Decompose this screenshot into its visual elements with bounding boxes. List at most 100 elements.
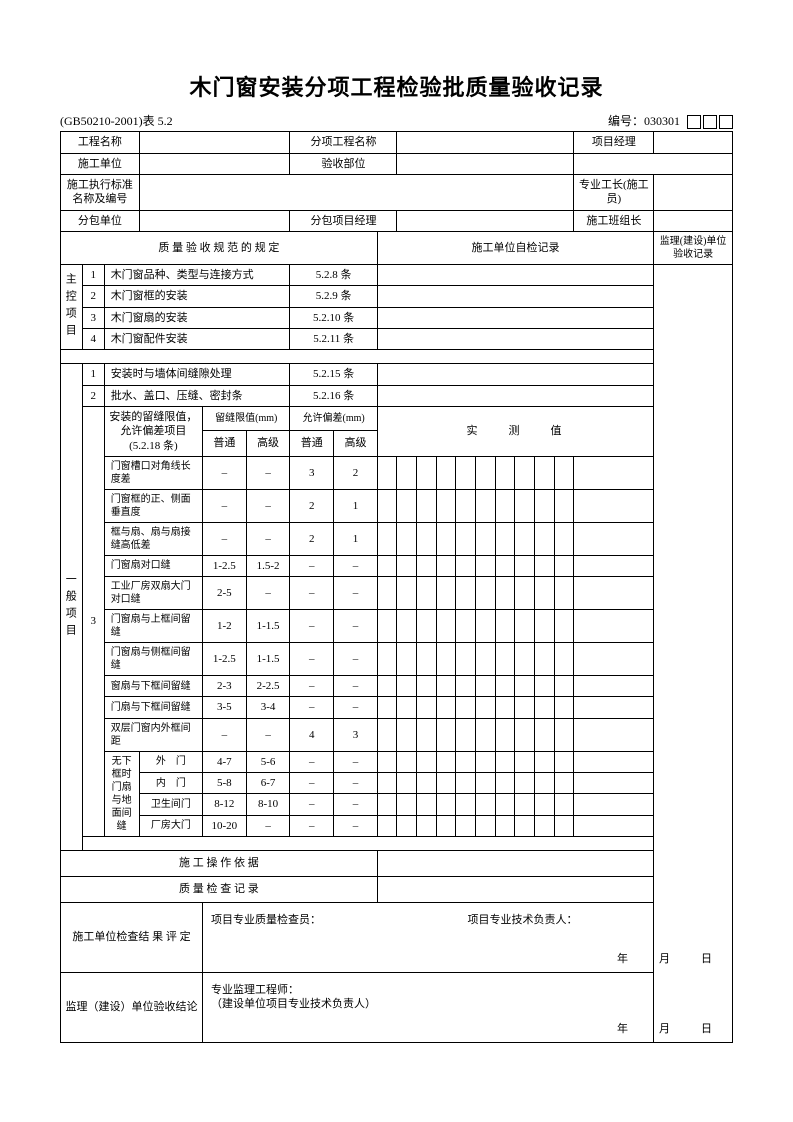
field-accept-part[interactable] — [397, 153, 574, 174]
m[interactable] — [397, 676, 417, 697]
m[interactable] — [377, 773, 397, 794]
m[interactable] — [476, 718, 496, 751]
m[interactable] — [456, 773, 476, 794]
m[interactable] — [515, 697, 535, 718]
m[interactable] — [397, 522, 417, 555]
m[interactable] — [417, 456, 437, 489]
field-pm[interactable] — [654, 132, 733, 153]
m[interactable] — [456, 751, 476, 772]
m[interactable] — [554, 456, 574, 489]
m[interactable] — [476, 610, 496, 643]
m[interactable] — [436, 815, 456, 836]
m[interactable] — [476, 577, 496, 610]
m[interactable] — [397, 697, 417, 718]
m[interactable] — [535, 718, 555, 751]
m[interactable] — [377, 555, 397, 576]
m[interactable] — [397, 555, 417, 576]
field-project-name[interactable] — [139, 132, 290, 153]
m[interactable] — [456, 676, 476, 697]
m[interactable] — [417, 643, 437, 676]
m[interactable] — [535, 489, 555, 522]
m[interactable] — [495, 697, 515, 718]
m[interactable] — [495, 489, 515, 522]
m[interactable] — [456, 577, 476, 610]
m[interactable] — [417, 794, 437, 815]
m[interactable] — [436, 610, 456, 643]
m[interactable] — [417, 773, 437, 794]
m[interactable] — [436, 489, 456, 522]
m[interactable] — [495, 522, 515, 555]
m[interactable] — [397, 718, 417, 751]
m[interactable] — [476, 456, 496, 489]
m[interactable] — [515, 643, 535, 676]
m[interactable] — [377, 794, 397, 815]
m[interactable] — [515, 676, 535, 697]
m[interactable] — [495, 610, 515, 643]
m[interactable] — [495, 577, 515, 610]
m[interactable] — [574, 610, 654, 643]
m[interactable] — [495, 773, 515, 794]
record-field[interactable] — [377, 876, 653, 902]
m[interactable] — [476, 489, 496, 522]
m[interactable] — [417, 610, 437, 643]
m[interactable] — [377, 751, 397, 772]
m[interactable] — [476, 643, 496, 676]
m[interactable] — [436, 697, 456, 718]
m[interactable] — [495, 555, 515, 576]
m[interactable] — [476, 676, 496, 697]
m[interactable] — [476, 555, 496, 576]
m[interactable] — [397, 643, 417, 676]
m[interactable] — [554, 751, 574, 772]
m[interactable] — [476, 522, 496, 555]
m[interactable] — [495, 794, 515, 815]
m[interactable] — [535, 522, 555, 555]
m[interactable] — [377, 577, 397, 610]
m[interactable] — [535, 555, 555, 576]
m[interactable] — [574, 676, 654, 697]
m[interactable] — [417, 555, 437, 576]
m[interactable] — [535, 676, 555, 697]
m[interactable] — [456, 697, 476, 718]
m[interactable] — [535, 773, 555, 794]
m[interactable] — [417, 577, 437, 610]
m[interactable] — [436, 555, 456, 576]
m[interactable] — [397, 610, 417, 643]
field-sub-project[interactable] — [397, 132, 574, 153]
sig-unit-check-field[interactable]: 项目专业质量检查员： 项目专业技术负责人： 年 月 日 — [203, 902, 733, 972]
mc-check3[interactable] — [377, 307, 653, 328]
m[interactable] — [574, 522, 654, 555]
m[interactable] — [377, 676, 397, 697]
field-sub-pm[interactable] — [397, 210, 574, 231]
m[interactable] — [436, 643, 456, 676]
field-foreman[interactable] — [654, 174, 733, 210]
g-check1[interactable] — [377, 364, 653, 385]
m[interactable] — [554, 555, 574, 576]
m[interactable] — [456, 489, 476, 522]
m[interactable] — [554, 676, 574, 697]
mc-check4[interactable] — [377, 329, 653, 350]
m[interactable] — [574, 555, 654, 576]
m[interactable] — [417, 751, 437, 772]
m[interactable] — [574, 718, 654, 751]
m[interactable] — [476, 751, 496, 772]
m[interactable] — [515, 456, 535, 489]
m[interactable] — [495, 718, 515, 751]
m[interactable] — [515, 815, 535, 836]
m[interactable] — [574, 489, 654, 522]
m[interactable] — [554, 522, 574, 555]
m[interactable] — [515, 751, 535, 772]
m[interactable] — [476, 815, 496, 836]
field-blank[interactable] — [574, 153, 733, 174]
m[interactable] — [495, 815, 515, 836]
m[interactable] — [535, 577, 555, 610]
m[interactable] — [535, 643, 555, 676]
field-std[interactable] — [139, 174, 574, 210]
m[interactable] — [456, 794, 476, 815]
m[interactable] — [495, 751, 515, 772]
m[interactable] — [574, 697, 654, 718]
m[interactable] — [397, 773, 417, 794]
m[interactable] — [515, 489, 535, 522]
m[interactable] — [535, 610, 555, 643]
m[interactable] — [515, 773, 535, 794]
m[interactable] — [377, 610, 397, 643]
